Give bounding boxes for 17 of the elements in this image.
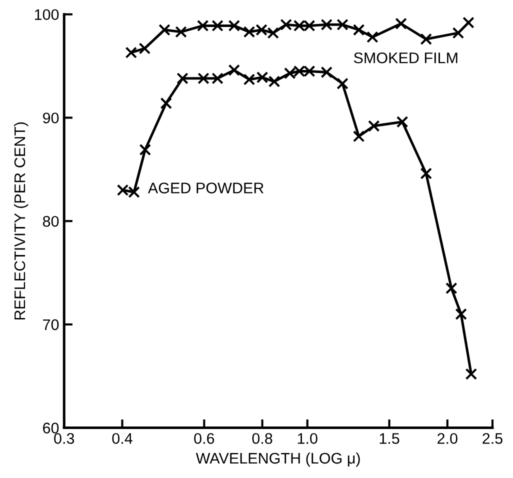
x-tick-label: 1.0: [298, 433, 318, 444]
y-tick-label: 90: [42, 112, 59, 124]
x-tick-label: 0.3: [54, 433, 74, 444]
series-label: AGED POWDER: [148, 182, 264, 194]
x-tick-label: 0.6: [194, 433, 214, 444]
y-tick-label: 60: [43, 422, 59, 434]
y-tick-label: 100: [34, 9, 59, 20]
series-label: SMOKED FILM: [354, 52, 458, 64]
x-tick-label: 1.5: [380, 433, 400, 444]
x-tick-label: 2.0: [438, 433, 458, 444]
y-tick-label: 80: [42, 216, 59, 227]
x-axis-title: WAVELENGTH (LOG μ): [196, 452, 360, 467]
x-tick-label: 0.8: [252, 433, 272, 444]
y-tick-label: 70: [43, 319, 59, 330]
x-tick-label: 0.4: [112, 433, 132, 444]
y-axis-title: REFLECTIVITY (PER CENT): [14, 122, 28, 320]
x-tick-label: 2.5: [482, 433, 502, 444]
